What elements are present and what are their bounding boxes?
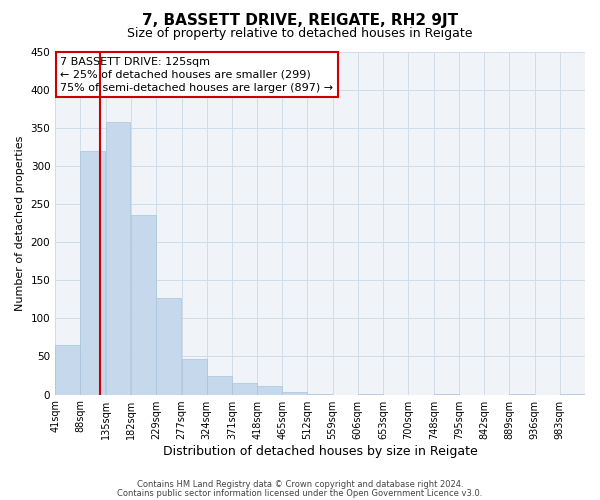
Bar (283, 392, 307, 394)
Bar (182, 359, 206, 394)
Bar (131, 216, 155, 394)
Bar (156, 298, 181, 394)
Bar (232, 383, 257, 394)
Text: Contains HM Land Registry data © Crown copyright and database right 2024.: Contains HM Land Registry data © Crown c… (137, 480, 463, 489)
Bar (207, 376, 232, 394)
Text: 7, BASSETT DRIVE, REIGATE, RH2 9JT: 7, BASSETT DRIVE, REIGATE, RH2 9JT (142, 12, 458, 28)
Text: 7 BASSETT DRIVE: 125sqm
← 25% of detached houses are smaller (299)
75% of semi-d: 7 BASSETT DRIVE: 125sqm ← 25% of detache… (61, 56, 334, 93)
Y-axis label: Number of detached properties: Number of detached properties (15, 136, 25, 310)
Bar (80, 150, 105, 394)
X-axis label: Distribution of detached houses by size in Reigate: Distribution of detached houses by size … (163, 444, 478, 458)
Text: Size of property relative to detached houses in Reigate: Size of property relative to detached ho… (127, 28, 473, 40)
Bar (257, 386, 282, 394)
Bar (106, 122, 130, 394)
Bar (55, 345, 80, 395)
Text: Contains public sector information licensed under the Open Government Licence v3: Contains public sector information licen… (118, 488, 482, 498)
